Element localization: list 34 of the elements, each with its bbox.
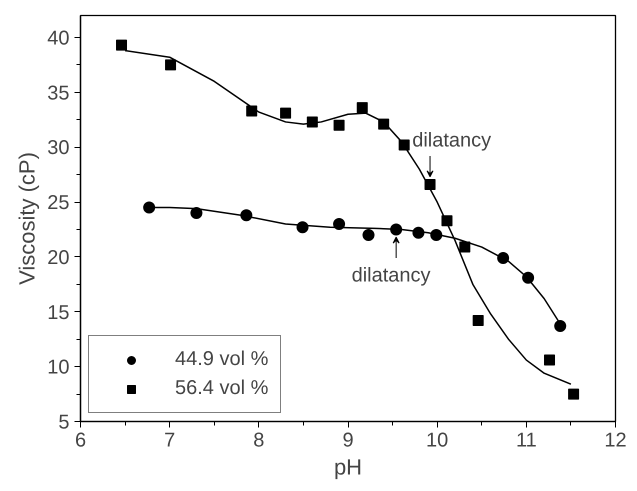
point <box>459 242 470 253</box>
y-axis-title: Viscosity (cP) <box>14 152 40 285</box>
y-tick-label: 40 <box>47 27 70 50</box>
x-tick-label: 10 <box>426 430 448 452</box>
y-tick-label: 35 <box>47 82 70 104</box>
point <box>356 102 368 114</box>
y-tick-label: 10 <box>47 356 70 379</box>
point <box>554 320 566 332</box>
x-axis-title: pH <box>334 454 362 480</box>
y-tick-label: 20 <box>47 246 70 269</box>
point <box>568 388 580 400</box>
legend-label: 56.4 vol % <box>175 377 268 400</box>
x-tick-label: 8 <box>253 430 264 452</box>
y-tick-label: 30 <box>47 137 70 160</box>
point <box>280 108 292 119</box>
x-tick-label: 9 <box>342 430 354 452</box>
legend-label: 44.9 vol % <box>175 348 268 371</box>
point <box>116 40 128 51</box>
point <box>472 315 484 326</box>
annotation: dilatancy <box>352 264 431 287</box>
point <box>165 59 176 70</box>
point <box>362 228 375 241</box>
point <box>190 207 202 220</box>
point <box>334 120 345 131</box>
annotation: dilatancy <box>412 130 492 152</box>
y-tick-label: 5 <box>58 412 70 434</box>
point <box>143 202 156 214</box>
x-tick-label: 11 <box>516 430 537 452</box>
point <box>544 354 556 366</box>
x-tick-label: 12 <box>604 430 627 452</box>
y-tick-label: 15 <box>47 302 70 324</box>
x-tick-label: 7 <box>164 430 176 452</box>
x-tick-label: 6 <box>74 430 86 452</box>
y-tick-label: 25 <box>47 192 70 214</box>
